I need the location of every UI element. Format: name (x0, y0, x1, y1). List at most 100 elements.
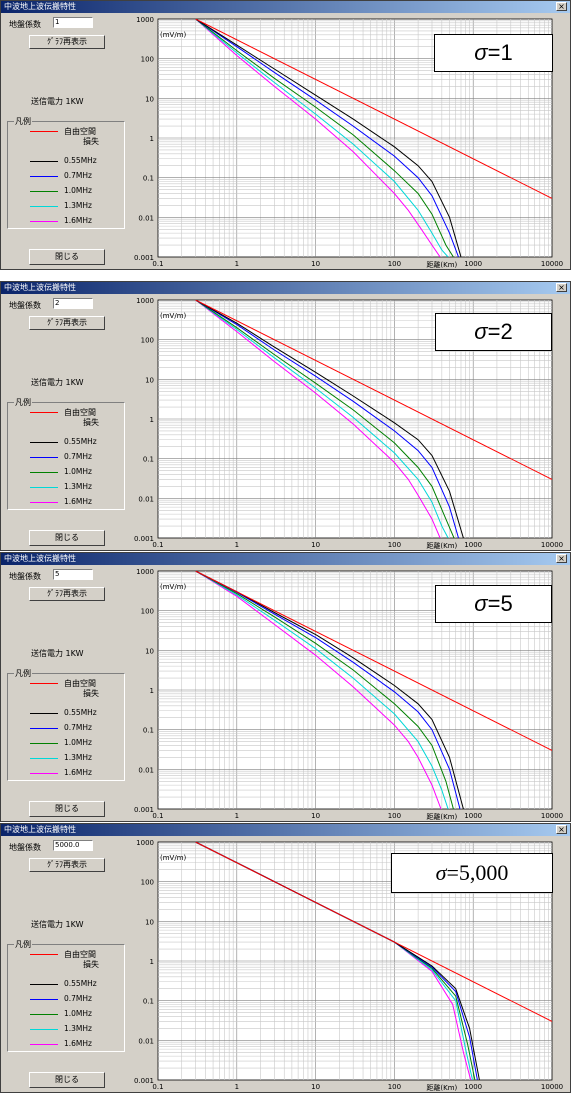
chart-area: 1000 100 10 1 0.1 0.01 0.001 0.1 1 10 100 1000 10000… (129, 13, 570, 269)
legend-title: 凡例 (14, 939, 32, 950)
legend-label-free-space-2: 損失 (83, 137, 99, 146)
ground-coefficient-input[interactable]: 5000.0 (53, 840, 93, 851)
legend-group: 凡例 自由空間 損失 0.55MHz 0.7MHz 1.0MHz 1.3MHz … (7, 668, 125, 781)
y-unit-label: (mV/m) (160, 31, 187, 39)
sigma-symbol: σ (474, 40, 488, 65)
legend-label-0-55mhz: 0.55MHz (64, 156, 97, 165)
x-tick-label: 100 (388, 260, 401, 268)
series-line-0.55MHz (195, 300, 464, 538)
x-tick-label: 100 (388, 541, 401, 549)
x-tick-label: 1000 (464, 541, 482, 549)
legend-swatch-0-55mhz (30, 161, 58, 162)
y-tick-label: 0.01 (138, 766, 154, 774)
legend-label-1-0mhz: 1.0MHz (64, 738, 92, 747)
x-tick-label: 10 (311, 260, 320, 268)
y-tick-label: 0.01 (138, 1037, 154, 1045)
window-title: 中波地上波伝搬特性 (4, 2, 76, 11)
legend-swatch-free-space (30, 683, 58, 684)
window-title: 中波地上波伝搬特性 (4, 825, 76, 834)
y-tick-label: 0.001 (134, 806, 154, 814)
legend-swatch-1-3mhz (30, 1029, 58, 1030)
legend-swatch-1-6mhz (30, 1044, 58, 1045)
legend-swatch-1-0mhz (30, 743, 58, 744)
window-close-button[interactable]: × (556, 2, 567, 11)
sigma-value: 2 (500, 319, 513, 344)
y-unit-label: (mV/m) (160, 854, 187, 862)
series-line-0.7MHz (195, 571, 461, 809)
x-tick-label: 10000 (541, 1083, 563, 1091)
window-close-button[interactable]: × (556, 554, 567, 563)
series-line-1.0MHz (195, 571, 454, 809)
legend-label-1-0mhz: 1.0MHz (64, 1009, 92, 1018)
y-tick-label: 0.1 (143, 456, 154, 464)
x-tick-label: 0.1 (152, 812, 163, 820)
control-panel: 地盤係数 5 ｸﾞﾗﾌ再表示 送信電力 1KW 凡例 自由空間 損失 0.55M… (1, 565, 129, 821)
series-line-0.55MHz (195, 19, 462, 257)
legend-swatch-1-3mhz (30, 758, 58, 759)
legend-swatch-free-space (30, 131, 58, 132)
legend-swatch-0-55mhz (30, 713, 58, 714)
legend-swatch-0-55mhz (30, 442, 58, 443)
close-dialog-button[interactable]: 閉じる (29, 249, 105, 265)
y-tick-label: 1 (150, 416, 154, 424)
chart-area: 1000 100 10 1 0.1 0.01 0.001 0.1 1 10 100 1000 10000… (129, 565, 570, 821)
redraw-graph-button[interactable]: ｸﾞﾗﾌ再表示 (29, 316, 105, 330)
legend-swatch-1-3mhz (30, 206, 58, 207)
legend-label-1-6mhz: 1.6MHz (64, 1039, 92, 1048)
x-tick-label: 10 (311, 541, 320, 549)
close-dialog-button[interactable]: 閉じる (29, 1072, 105, 1088)
x-tick-label: 1000 (464, 1083, 482, 1091)
sigma-equals: = (487, 591, 501, 616)
window-close-button[interactable]: × (556, 283, 567, 292)
x-tick-label: 1 (235, 1083, 239, 1091)
y-tick-label: 100 (141, 608, 154, 616)
legend-swatch-free-space (30, 954, 58, 955)
transmit-power-label: 送信電力 1KW (31, 649, 84, 658)
x-tick-label: 1000 (464, 812, 482, 820)
ground-coefficient-input[interactable]: 1 (53, 17, 93, 28)
ground-coefficient-label: 地盤係数 (9, 301, 41, 310)
window-title: 中波地上波伝搬特性 (4, 554, 76, 563)
window-close-button[interactable]: × (556, 825, 567, 834)
close-dialog-button[interactable]: 閉じる (29, 801, 105, 817)
sigma-value: 5 (500, 591, 513, 616)
close-dialog-button[interactable]: 閉じる (29, 530, 105, 546)
propagation-window: 中波地上波伝搬特性 × 地盤係数 5 ｸﾞﾗﾌ再表示 送信電力 1KW 凡例 自… (0, 552, 571, 822)
x-tick-label: 10 (311, 1083, 320, 1091)
legend-label-free-space-2: 損失 (83, 689, 99, 698)
title-bar[interactable]: 中波地上波伝搬特性 × (1, 1, 570, 13)
title-bar[interactable]: 中波地上波伝搬特性 × (1, 282, 570, 294)
ground-coefficient-input[interactable]: 2 (53, 298, 93, 309)
y-tick-label: 1000 (136, 839, 154, 847)
legend-swatch-1-6mhz (30, 221, 58, 222)
title-bar[interactable]: 中波地上波伝搬特性 × (1, 553, 570, 565)
legend-label-free-space-1: 自由空間 (64, 127, 96, 136)
title-bar[interactable]: 中波地上波伝搬特性 × (1, 824, 570, 836)
redraw-graph-button[interactable]: ｸﾞﾗﾌ再表示 (29, 35, 105, 49)
legend-label-free-space-2: 損失 (83, 418, 99, 427)
propagation-window: 中波地上波伝搬特性 × 地盤係数 2 ｸﾞﾗﾌ再表示 送信電力 1KW 凡例 自… (0, 281, 571, 551)
close-icon: × (558, 825, 565, 834)
chart-area: 1000 100 10 1 0.1 0.01 0.001 0.1 1 10 100 1000 10000… (129, 294, 570, 550)
redraw-graph-button[interactable]: ｸﾞﾗﾌ再表示 (29, 858, 105, 872)
sigma-value: 1 (500, 40, 513, 65)
ground-coefficient-input[interactable]: 5 (53, 569, 93, 580)
legend-label-0-7mhz: 0.7MHz (64, 452, 92, 461)
x-tick-label: 1 (235, 812, 239, 820)
legend-swatch-1-0mhz (30, 1014, 58, 1015)
legend-label-1-3mhz: 1.3MHz (64, 201, 92, 210)
legend-label-0-7mhz: 0.7MHz (64, 994, 92, 1003)
y-tick-label: 1 (150, 135, 154, 143)
series-line-1.3MHz (195, 300, 449, 538)
legend-label-1-0mhz: 1.0MHz (64, 186, 92, 195)
series-line-自由空間損失 (195, 571, 552, 751)
y-tick-label: 0.1 (143, 727, 154, 735)
sigma-equals: = (446, 860, 459, 885)
redraw-graph-button[interactable]: ｸﾞﾗﾌ再表示 (29, 587, 105, 601)
control-panel: 地盤係数 2 ｸﾞﾗﾌ再表示 送信電力 1KW 凡例 自由空間 損失 0.55M… (1, 294, 129, 550)
ground-coefficient-label: 地盤係数 (9, 20, 41, 29)
legend-swatch-0-55mhz (30, 984, 58, 985)
y-tick-label: 100 (141, 56, 154, 64)
legend-label-1-6mhz: 1.6MHz (64, 497, 92, 506)
transmit-power-label: 送信電力 1KW (31, 378, 84, 387)
